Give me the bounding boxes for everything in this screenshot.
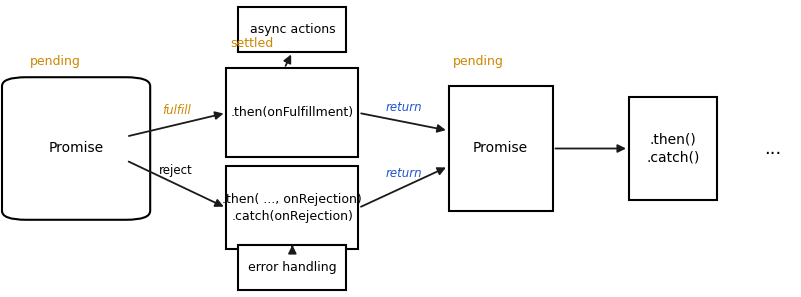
Text: .then()
.catch(): .then() .catch() (646, 132, 699, 165)
FancyBboxPatch shape (629, 97, 717, 200)
Text: settled: settled (231, 37, 273, 50)
Text: Promise: Promise (49, 141, 103, 156)
FancyBboxPatch shape (239, 245, 346, 290)
Text: return: return (385, 167, 422, 180)
FancyBboxPatch shape (449, 86, 553, 211)
Text: ...: ... (764, 140, 782, 157)
FancyBboxPatch shape (239, 7, 346, 52)
Text: error handling: error handling (248, 261, 336, 274)
FancyBboxPatch shape (226, 166, 359, 249)
Text: return: return (385, 101, 422, 114)
Text: .then( ..., onRejection)
.catch(onRejection): .then( ..., onRejection) .catch(onReject… (223, 193, 362, 223)
Text: pending: pending (30, 55, 81, 68)
Text: Promise: Promise (473, 141, 528, 156)
Text: fulfill: fulfill (162, 104, 191, 117)
Text: .then(onFulfillment): .then(onFulfillment) (231, 106, 354, 119)
FancyBboxPatch shape (2, 77, 151, 220)
Text: reject: reject (159, 164, 193, 177)
FancyBboxPatch shape (226, 68, 359, 157)
Text: async actions: async actions (250, 23, 335, 36)
Text: pending: pending (453, 55, 504, 68)
